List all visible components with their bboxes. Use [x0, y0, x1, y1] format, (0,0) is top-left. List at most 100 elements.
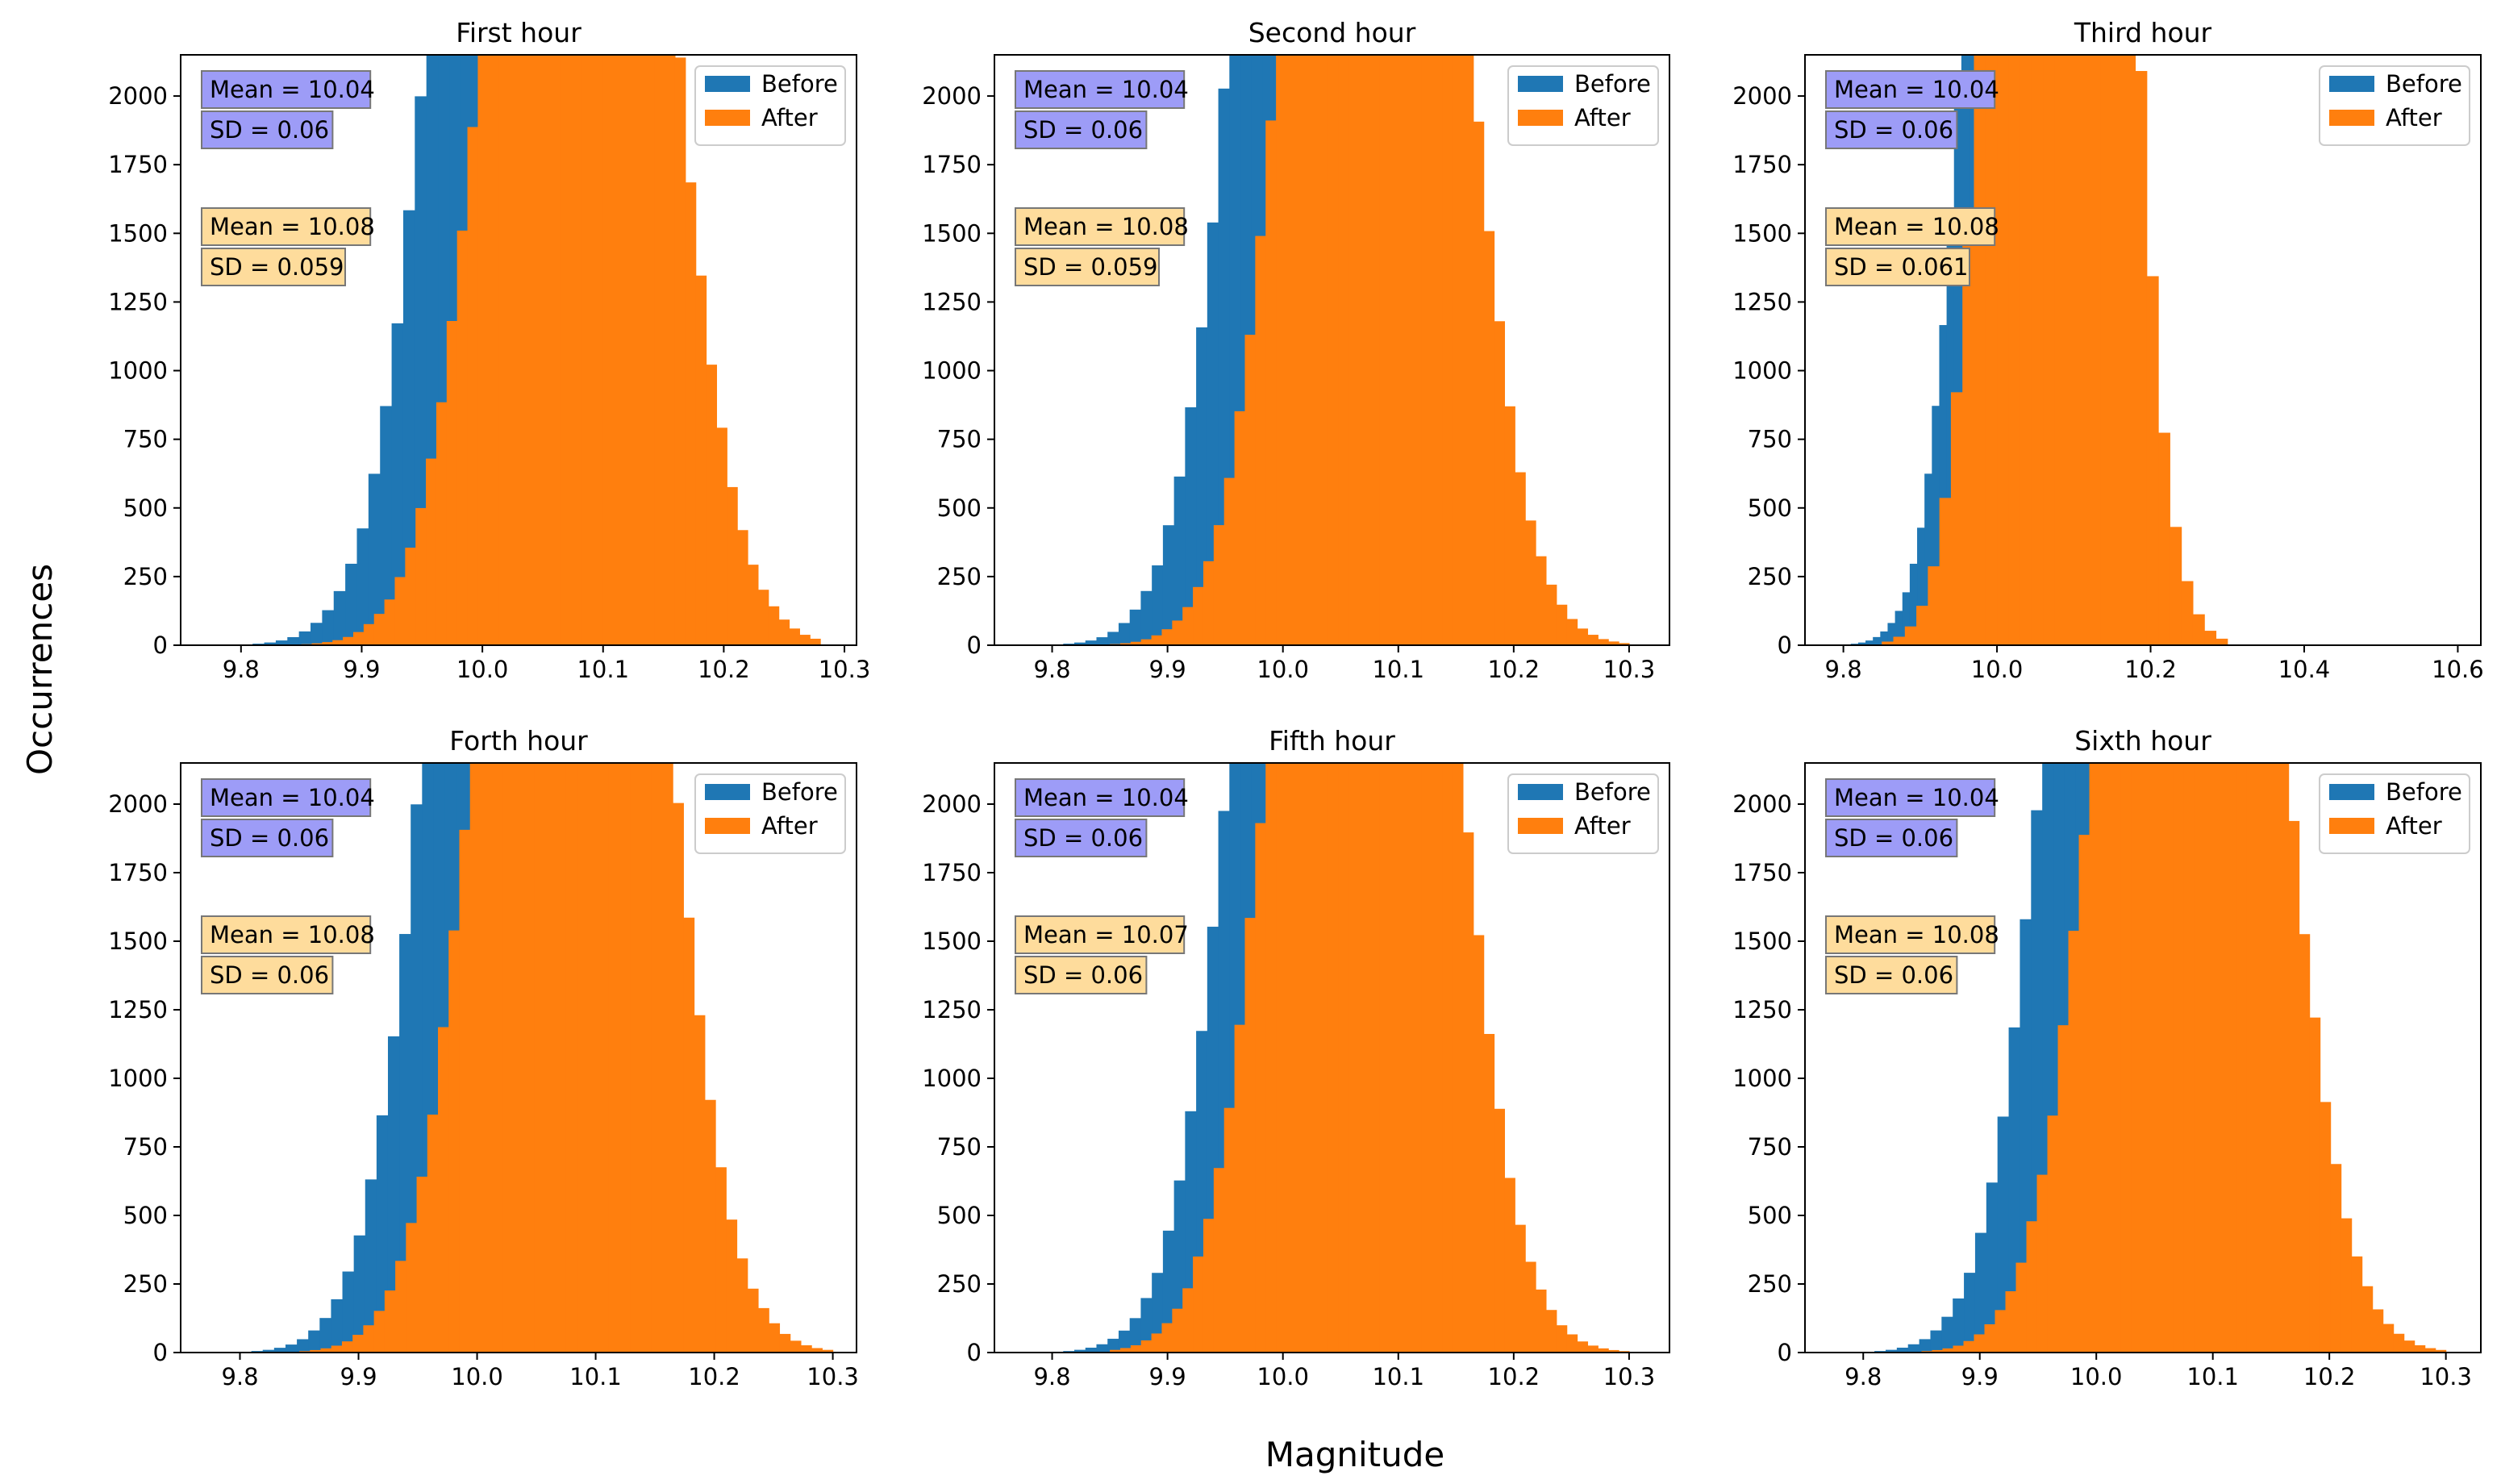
histogram-bar — [591, 55, 603, 645]
histogram-bar — [726, 1219, 738, 1353]
histogram-bar — [1577, 1341, 1589, 1353]
histogram-bar — [2065, 55, 2078, 645]
histogram-bar — [544, 763, 556, 1353]
histogram-bar — [1152, 1273, 1164, 1353]
legend-swatch-after — [705, 110, 750, 126]
histogram-bar — [1096, 1344, 1108, 1353]
histogram-bar — [2054, 55, 2067, 645]
histogram-bar — [2047, 1115, 2059, 1353]
histogram-bar — [1193, 586, 1204, 645]
histogram-bar — [769, 1323, 781, 1353]
histogram-bar — [2194, 763, 2206, 1353]
x-tick-label: 10.0 — [1971, 656, 2024, 683]
histogram-bar — [1162, 525, 1175, 645]
y-tick-label: 750 — [937, 1133, 982, 1161]
stat-box — [201, 70, 372, 109]
histogram-bar — [394, 577, 406, 645]
stat-annotation: Mean = 10.08 — [1825, 207, 1999, 246]
histogram-bar — [1161, 629, 1173, 645]
histogram-bar — [1556, 604, 1568, 645]
histogram-bar — [768, 606, 780, 645]
histogram-bar — [298, 631, 311, 645]
stat-annotation: Mean = 10.08 — [1015, 207, 1189, 246]
stat-text: Mean = 10.08 — [1023, 213, 1189, 240]
y-tick-label: 1000 — [108, 357, 168, 385]
stat-text: Mean = 10.04 — [1834, 76, 1999, 103]
histogram-bar — [1118, 623, 1131, 645]
histogram-bar — [2181, 581, 2194, 645]
histogram-bar — [1107, 632, 1119, 645]
histogram-bar — [1462, 832, 1474, 1353]
histogram-bar — [498, 55, 510, 645]
y-tick-label: 1750 — [108, 859, 168, 886]
histogram-bar — [1504, 406, 1515, 645]
legend-label-after: After — [2386, 104, 2442, 131]
histogram-bar — [654, 55, 665, 645]
histogram-bar — [395, 1261, 406, 1353]
histogram-bar — [1902, 592, 1911, 645]
histogram-bar — [1939, 325, 1948, 645]
series-after — [1110, 763, 1630, 1353]
histogram-bar — [2204, 763, 2216, 1353]
histogram-bar — [1244, 918, 1256, 1353]
histogram-bar — [1234, 411, 1246, 645]
histogram-bar — [623, 55, 635, 645]
histogram-bar — [373, 614, 386, 645]
y-tick-label: 1500 — [922, 928, 982, 955]
histogram-bar — [565, 763, 577, 1353]
histogram-bar — [1400, 55, 1412, 645]
x-tick-label: 10.3 — [1603, 656, 1656, 683]
histogram-bar — [1411, 763, 1422, 1353]
histogram-bar — [757, 590, 769, 645]
histogram-bar — [748, 565, 759, 645]
stat-text: SD = 0.06 — [210, 116, 329, 144]
histogram-bar — [273, 1348, 286, 1353]
legend-swatch-after — [1518, 110, 1563, 126]
stat-box — [1015, 248, 1160, 286]
y-tick-label: 1000 — [922, 357, 982, 385]
histogram-bar — [415, 96, 427, 645]
y-tick-label: 0 — [1778, 632, 1792, 659]
histogram-bar — [1074, 1349, 1086, 1353]
histogram-bar — [778, 619, 790, 645]
legend-label-before: Before — [2386, 70, 2462, 98]
histogram-bar — [1161, 1323, 1173, 1353]
histogram-bar — [1932, 1349, 1944, 1353]
histogram-bar — [1328, 55, 1339, 645]
histogram-bar — [373, 1311, 386, 1353]
histogram-bar — [1223, 1107, 1236, 1353]
stat-box — [1015, 915, 1186, 954]
histogram-bar — [1276, 763, 1287, 1353]
histogram-bar — [1223, 477, 1236, 645]
histogram-bar — [416, 1176, 428, 1353]
histogram-bar — [322, 642, 333, 645]
legend-swatch-after — [2329, 818, 2374, 834]
stat-annotation: SD = 0.059 — [201, 248, 346, 286]
histogram-bar — [1151, 635, 1163, 645]
histogram-bar — [1442, 763, 1453, 1353]
stat-text: SD = 0.06 — [1023, 116, 1143, 144]
histogram-bar — [2146, 276, 2159, 645]
histogram-bar — [1348, 55, 1360, 645]
histogram-bar — [1317, 763, 1329, 1353]
y-tick-label: 1750 — [922, 151, 982, 178]
histogram-bar — [1203, 561, 1215, 645]
histogram-bar — [789, 628, 800, 645]
chart-panel-1: First hour 9.8 9.9 10.0 10.1 10.2 10.3 0 250 500 7… — [108, 17, 870, 683]
x-tick-label: 9.8 — [1825, 656, 1862, 683]
histogram-bar — [1213, 1168, 1225, 1353]
chart-title: Sixth hour — [2074, 725, 2211, 757]
histogram-bar — [1421, 55, 1432, 645]
stat-annotation: Mean = 10.07 — [1015, 915, 1189, 954]
series-after — [1882, 55, 2228, 645]
histogram-bar — [341, 1341, 353, 1353]
histogram-bar — [502, 763, 514, 1353]
histogram-bar — [523, 763, 535, 1353]
x-tick-label: 9.9 — [343, 656, 380, 683]
stat-annotation: SD = 0.061 — [1825, 248, 1970, 286]
histogram-bar — [1390, 55, 1402, 645]
histogram-bar — [456, 230, 469, 645]
histogram-bar — [790, 1340, 802, 1353]
histogram-bar — [308, 1330, 320, 1353]
y-tick-label: 750 — [1748, 426, 1792, 453]
